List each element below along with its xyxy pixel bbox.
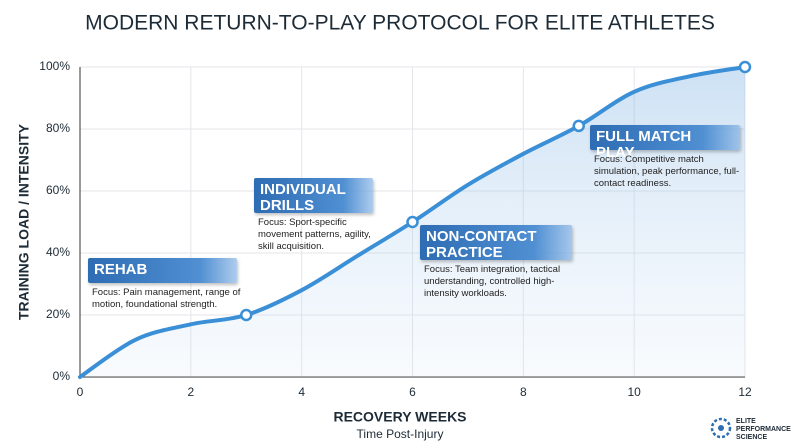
logo-icon [710,417,732,439]
x-axis-sublabel: Time Post-Injury [357,427,444,441]
y-axis-label: TRAINING LOAD / INTENSITY [16,123,32,320]
phase-title: FULL MATCH PLAY [590,125,740,161]
logo-text: PERFORMANCE [736,426,791,433]
x-tick-label: 8 [520,385,527,399]
x-tick-label: 6 [409,385,416,399]
y-tick-label: 100% [39,59,70,73]
y-tick-label: 40% [46,245,70,259]
y-tick-label: 60% [46,183,70,197]
phase-description: Focus: Pain management, range of motion,… [92,287,241,310]
x-tick-label: 0 [77,385,84,399]
y-tick-label: 20% [46,307,70,321]
milestone-marker [406,215,419,229]
y-tick-label: 80% [46,121,70,135]
phase-title: REHAB [88,258,237,283]
phase-description: Focus: Sport-specific movement patterns,… [258,217,371,252]
milestone-marker [240,308,253,322]
phase-title: NON-CONTACT PRACTICE [420,225,572,261]
milestone-marker [572,119,585,133]
x-tick-label: 2 [187,385,194,399]
x-axis-label: RECOVERY WEEKS [333,409,466,425]
logo-text: SCIENCE [736,434,767,441]
chart-title: MODERN RETURN-TO-PLAY PROTOCOL FOR ELITE… [85,12,715,35]
milestone-marker [738,60,752,74]
logo-text: ELITE [736,418,756,425]
x-tick-label: 12 [738,385,752,399]
phase-description: Focus: Team integration, tactical unders… [424,264,561,299]
x-tick-label: 4 [298,385,305,399]
x-tick-label: 10 [627,385,641,399]
phase-title: INDIVIDUAL DRILLS [254,178,373,214]
phase-description: Focus: Competitive match simulation, pea… [594,154,740,189]
y-tick-label: 0% [53,369,71,383]
